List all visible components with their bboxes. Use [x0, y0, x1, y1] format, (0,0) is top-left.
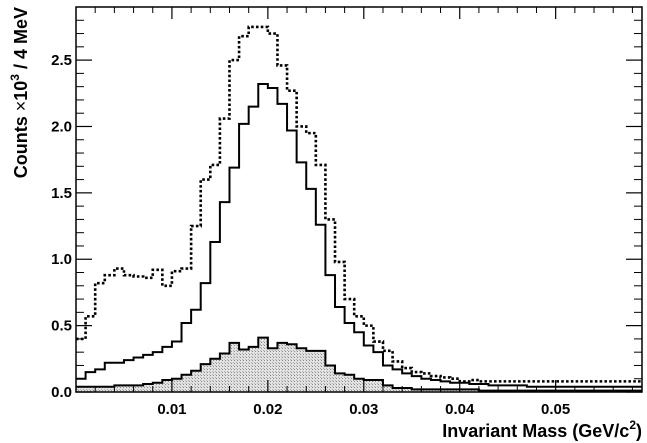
y-tick-label-5: 2.5 — [51, 52, 72, 69]
y-title-sup: 3 — [8, 74, 22, 81]
plot-frame — [75, 6, 643, 393]
y-tick-label-0: 0.0 — [51, 384, 72, 401]
y-tick-label-3: 1.5 — [51, 185, 72, 202]
series-0-dotted-line — [76, 25, 642, 383]
y-title-ten: 10 — [11, 81, 31, 101]
y-axis-title: Counts ×103 / 4 MeV — [8, 7, 31, 178]
series-2-fill — [76, 337, 642, 392]
x-title-main: Invariant Mass (GeV/c — [442, 421, 629, 441]
x-title-sup: 2 — [629, 418, 636, 432]
series-1-solid-line — [76, 83, 642, 388]
y-title-tail: / 4 MeV — [11, 7, 31, 74]
y-tick-label-1: 0.5 — [51, 318, 72, 335]
y-title-times: × — [11, 101, 31, 112]
x-axis-title: Invariant Mass (GeV/c2) — [442, 418, 642, 441]
y-title-main: Counts — [11, 111, 31, 178]
x-tick-label-3: 0.04 — [445, 401, 475, 418]
x-tick-label-4: 0.05 — [541, 401, 570, 418]
series-2-filled-line — [76, 336, 642, 392]
x-title-tail: ) — [636, 421, 642, 441]
x-tick-label-0: 0.01 — [157, 401, 186, 418]
x-tick-label-1: 0.02 — [253, 401, 282, 418]
label-layer: 0.01 0.02 0.03 0.04 0.05 0.0 0.5 1.0 1.5 2.0 2.5 — [51, 52, 570, 418]
x-tick-label-2: 0.03 — [349, 401, 378, 418]
series-layer — [76, 25, 642, 392]
tick-layer — [76, 7, 642, 393]
y-tick-label-4: 2.0 — [51, 118, 72, 135]
y-tick-label-2: 1.0 — [51, 251, 72, 268]
